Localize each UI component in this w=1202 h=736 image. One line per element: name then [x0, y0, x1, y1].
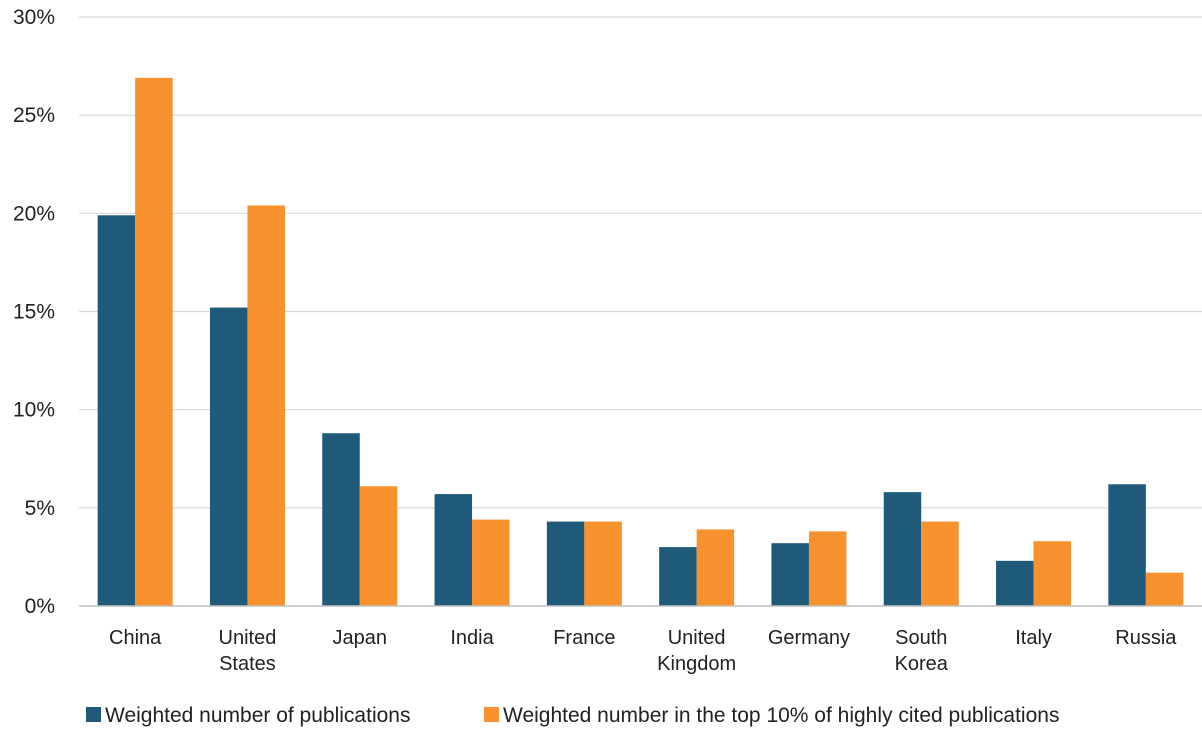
bar-publications [322, 433, 360, 606]
x-category-label: South [895, 627, 947, 649]
x-category-label: States [219, 653, 276, 675]
bar-highly-cited [472, 519, 510, 606]
y-axis-tick-labels: 0% 5% 10% 15% 20% 25% 30% [13, 6, 55, 618]
x-category-label: India [450, 627, 494, 649]
bar-highly-cited [584, 521, 622, 606]
y-tick-label: 10% [13, 399, 55, 422]
bar-publications [546, 521, 585, 606]
bar-highly-cited [808, 531, 847, 606]
bars [97, 77, 1184, 607]
legend-label: Weighted number in the top 10% of highly… [503, 704, 1059, 727]
bar-highly-cited [135, 77, 173, 606]
bar-publications [659, 547, 697, 606]
y-tick-label: 15% [13, 301, 55, 324]
bar-highly-cited [247, 205, 285, 607]
y-tick-label: 25% [13, 104, 55, 127]
legend: Weighted number of publications Weighted … [86, 704, 1059, 727]
x-category-label: United [219, 627, 277, 649]
x-category-label: France [553, 627, 615, 649]
bar-highly-cited [1145, 572, 1184, 606]
bar-highly-cited [1033, 541, 1072, 606]
bar-publications [1108, 484, 1146, 606]
bar-publications [209, 307, 248, 606]
legend-label: Weighted number of publications [105, 704, 410, 727]
x-axis-category-labels: China United States Japan India France United K… [109, 627, 1177, 675]
bar-highly-cited [696, 529, 735, 606]
x-category-label: Germany [768, 627, 850, 649]
bar-publications [97, 215, 136, 606]
x-category-label: Korea [895, 653, 949, 675]
x-category-label: United [668, 627, 726, 649]
x-category-label: Russia [1115, 627, 1177, 649]
bar-publications [996, 560, 1034, 606]
x-category-label: China [109, 627, 162, 649]
y-tick-label: 20% [13, 202, 55, 225]
bar-highly-cited [921, 521, 959, 606]
bar-publications [771, 543, 809, 606]
bar-highly-cited [359, 486, 398, 606]
legend-swatch [86, 707, 101, 722]
bar-publications [434, 494, 473, 606]
y-tick-label: 30% [13, 6, 55, 29]
y-tick-label: 0% [25, 595, 55, 618]
x-category-label: Italy [1015, 627, 1052, 649]
bar-publications [883, 492, 922, 606]
x-category-label: Kingdom [657, 653, 736, 675]
x-category-label: Japan [333, 627, 388, 649]
legend-swatch [484, 707, 499, 722]
y-tick-label: 5% [25, 497, 55, 520]
